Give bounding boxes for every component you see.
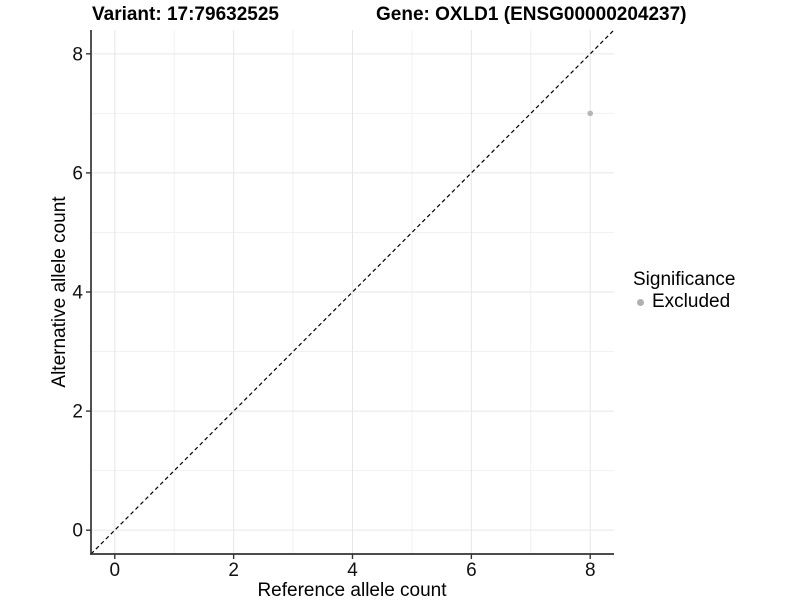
x-tick-label: 0 xyxy=(109,560,120,581)
identity-dashed-line xyxy=(90,29,615,555)
legend-item-excluded: Excluded xyxy=(633,291,735,313)
x-tick-label: 4 xyxy=(347,560,358,581)
legend-title: Significance xyxy=(633,269,736,290)
y-tick-label: 0 xyxy=(72,521,83,542)
legend: Significance Excluded xyxy=(633,269,735,313)
y-tick-label: 8 xyxy=(72,44,83,65)
y-axis-label: Alternative allele count xyxy=(49,196,70,388)
x-tick-label: 8 xyxy=(585,560,596,581)
x-tick-label: 6 xyxy=(466,560,477,581)
legend-item-label: Excluded xyxy=(652,291,731,312)
y-tick-label: 4 xyxy=(72,283,83,304)
plot-title-gene: Gene: OXLD1 (ENSG00000204237) xyxy=(376,4,687,25)
y-tick-label: 6 xyxy=(72,163,83,184)
x-tick-label: 2 xyxy=(228,560,239,581)
data-point xyxy=(587,110,594,117)
plot-title-variant: Variant: 17:79632525 xyxy=(92,4,279,25)
y-tick-label: 2 xyxy=(72,402,83,423)
excluded-point-swatch xyxy=(637,298,644,306)
x-axis-label: Reference allele count xyxy=(257,580,447,600)
